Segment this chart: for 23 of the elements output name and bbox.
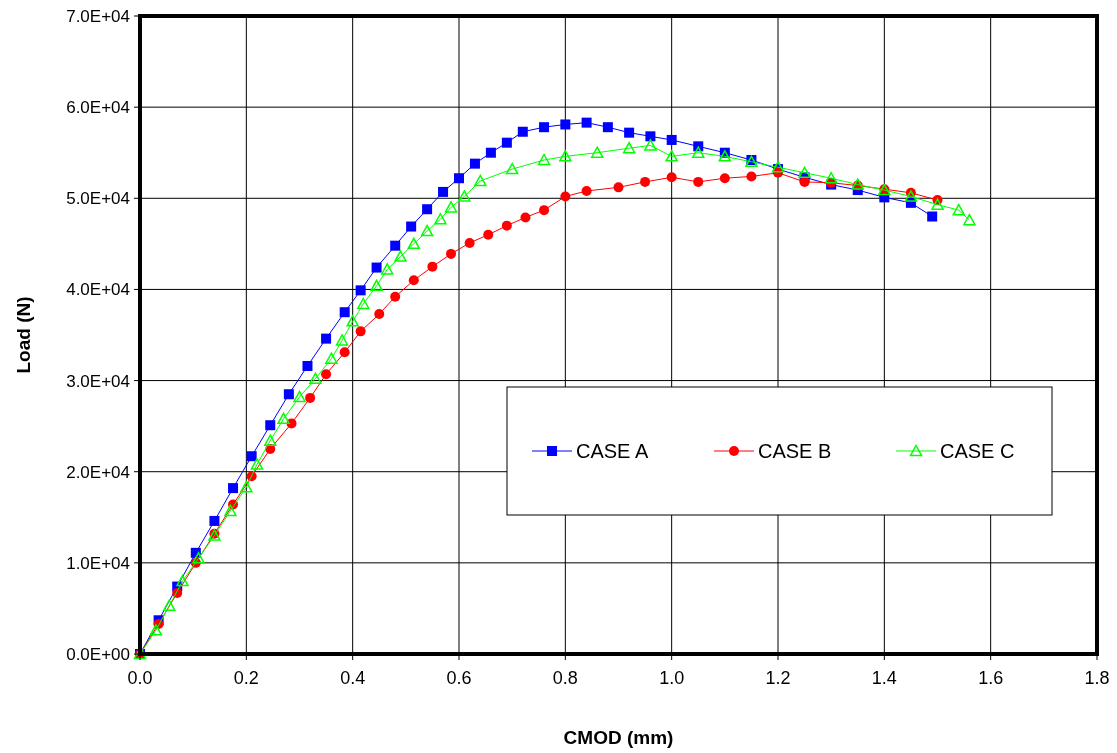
- y-tick-label: 6.0E+04: [66, 98, 130, 118]
- x-tick-label: 1.0: [659, 668, 685, 688]
- x-tick-label: 1.8: [1084, 668, 1110, 688]
- y-tick-label: 4.0E+04: [66, 280, 130, 300]
- x-tick-label: 0.0: [127, 668, 153, 688]
- y-tick-label: 5.0E+04: [66, 189, 130, 209]
- y-tick-label: 3.0E+04: [66, 371, 130, 391]
- x-axis-title: CMOD (mm): [563, 727, 674, 748]
- x-tick-label: 1.4: [871, 668, 897, 688]
- x-tick-label: 0.2: [233, 668, 259, 688]
- x-tick-label: 0.4: [340, 668, 366, 688]
- x-tick-label: 1.6: [978, 668, 1004, 688]
- x-tick-label: 0.8: [552, 668, 578, 688]
- y-tick-label: 7.0E+04: [66, 7, 130, 26]
- x-tick-label: 0.6: [446, 668, 472, 688]
- y-tick-label: 2.0E+04: [66, 462, 130, 482]
- x-tick-label: 1.2: [765, 668, 791, 688]
- legend-label: CASE B: [758, 440, 832, 462]
- y-tick-label: 0.0E+00: [66, 645, 130, 664]
- legend-label: CASE A: [576, 440, 649, 462]
- y-tick-label: 1.0E+04: [66, 553, 130, 573]
- y-axis-title: Load (N): [13, 296, 34, 374]
- legend-label: CASE C: [940, 440, 1015, 462]
